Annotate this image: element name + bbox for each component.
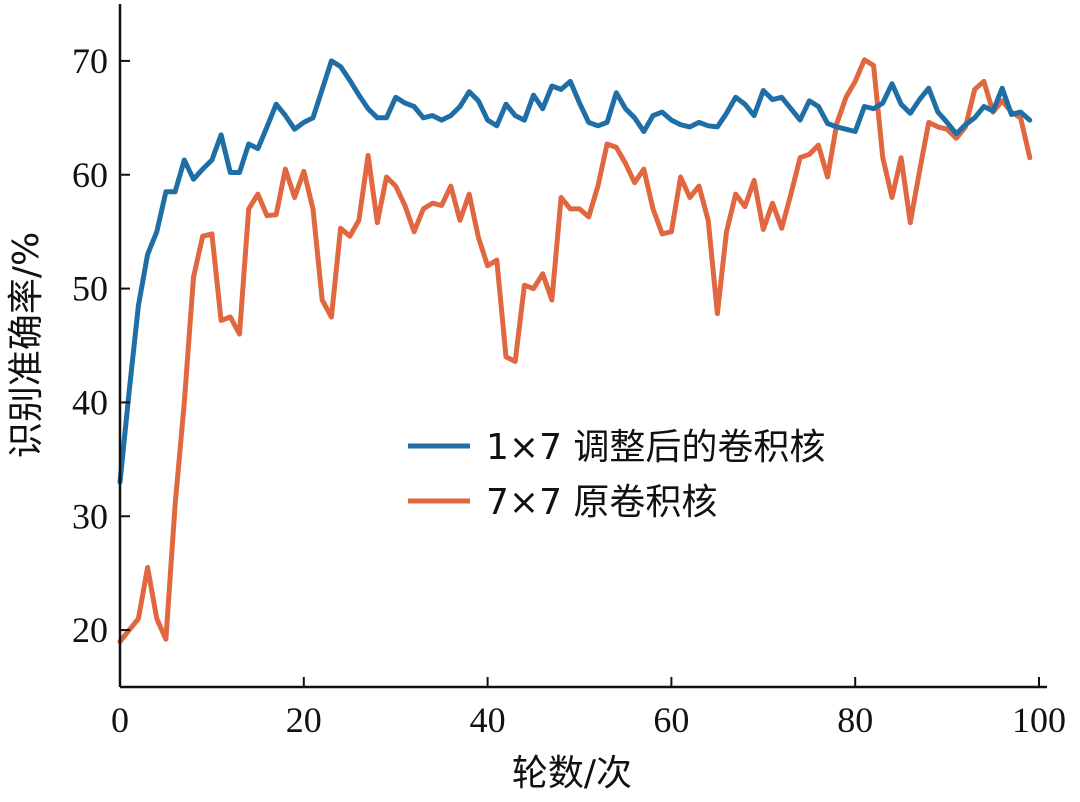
x-tick-label-4: 80 [837, 700, 873, 740]
y-tick-label-0: 20 [72, 610, 108, 650]
y-tick-label-4: 60 [72, 155, 108, 195]
legend-label-1: 1×7 调整后的卷积核 [486, 427, 825, 468]
y-tick-label-3: 50 [72, 269, 108, 309]
ticks: 0 20 40 60 80 100 20 30 40 50 60 70 [72, 41, 1066, 740]
axes [118, 4, 1047, 689]
y-tick-label-1: 30 [72, 496, 108, 536]
x-tick-label-5: 100 [1012, 700, 1066, 740]
x-tick-label-3: 60 [653, 700, 689, 740]
series-line-1 [117, 58, 1033, 485]
legend-label-2: 7×7 原卷积核 [486, 482, 717, 523]
x-tick-label-2: 40 [470, 700, 506, 740]
y-tick-label-2: 40 [72, 382, 108, 422]
y-tick-label-5: 70 [72, 41, 108, 81]
y-axis-title: 识别准确率/% [6, 232, 47, 458]
x-tick-label-0: 0 [111, 700, 129, 740]
legend: 1×7 调整后的卷积核 7×7 原卷积核 [408, 427, 825, 523]
series-line-2 [117, 57, 1033, 644]
x-axis-title: 轮数/次 [512, 753, 632, 794]
x-tick-label-1: 20 [286, 700, 322, 740]
series-layer [117, 57, 1033, 644]
